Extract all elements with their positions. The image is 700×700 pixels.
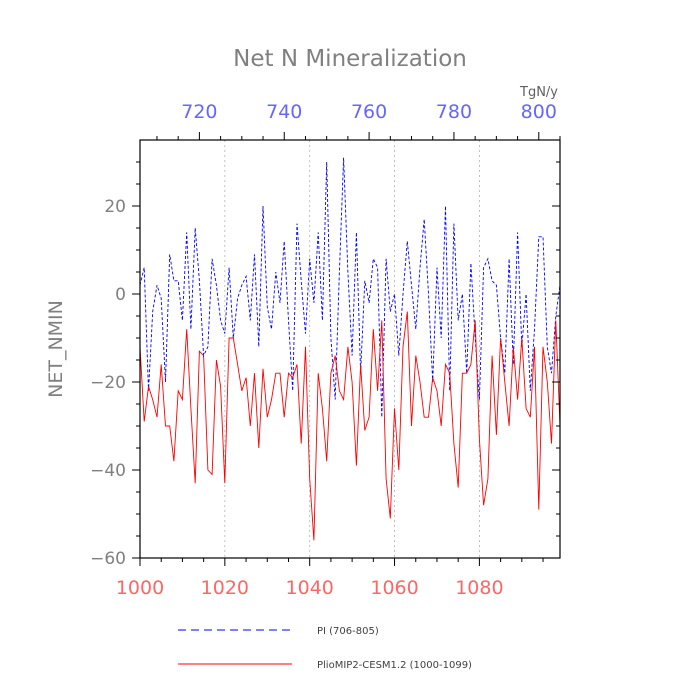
top-tick-label: 800: [521, 101, 557, 123]
y-tick-label: −60: [90, 549, 126, 569]
top-tick-label: 740: [266, 101, 302, 123]
chart-title: Net N Mineralization: [233, 46, 467, 72]
x-tick-label: 1080: [455, 577, 503, 599]
x-tick-label: 1020: [201, 577, 249, 599]
x-tick-label: 1040: [286, 577, 334, 599]
legend-label: PI (706-805): [317, 626, 379, 637]
plot-frame: [139, 139, 561, 559]
x-tick-label: 1000: [116, 577, 164, 599]
legend-label: PlioMIP2-CESM1.2 (1000-1099): [317, 660, 472, 671]
y-axis-label: NET_NMIN: [45, 300, 67, 398]
top-tick-label: 780: [436, 101, 472, 123]
series-layer: [139, 157, 561, 541]
y-tick-label: 0: [115, 285, 126, 305]
legend: PI (706-805) PlioMIP2-CESM1.2 (1000-1099): [178, 626, 472, 671]
y-tick-label: 20: [104, 197, 126, 217]
series-line: [139, 311, 561, 541]
axes: −60 −40 −20 0 20 1000 1020 1040 1060 1080 720 740 76…: [90, 101, 561, 599]
top-tick-label: 720: [181, 101, 217, 123]
x-tick-label: 1060: [370, 577, 418, 599]
top-tick-label: 760: [351, 101, 387, 123]
y-tick-label: −40: [90, 461, 126, 481]
y-tick-label: −20: [90, 373, 126, 393]
top-axis-unit: TgN/y: [519, 85, 558, 100]
series-line: [139, 157, 561, 418]
